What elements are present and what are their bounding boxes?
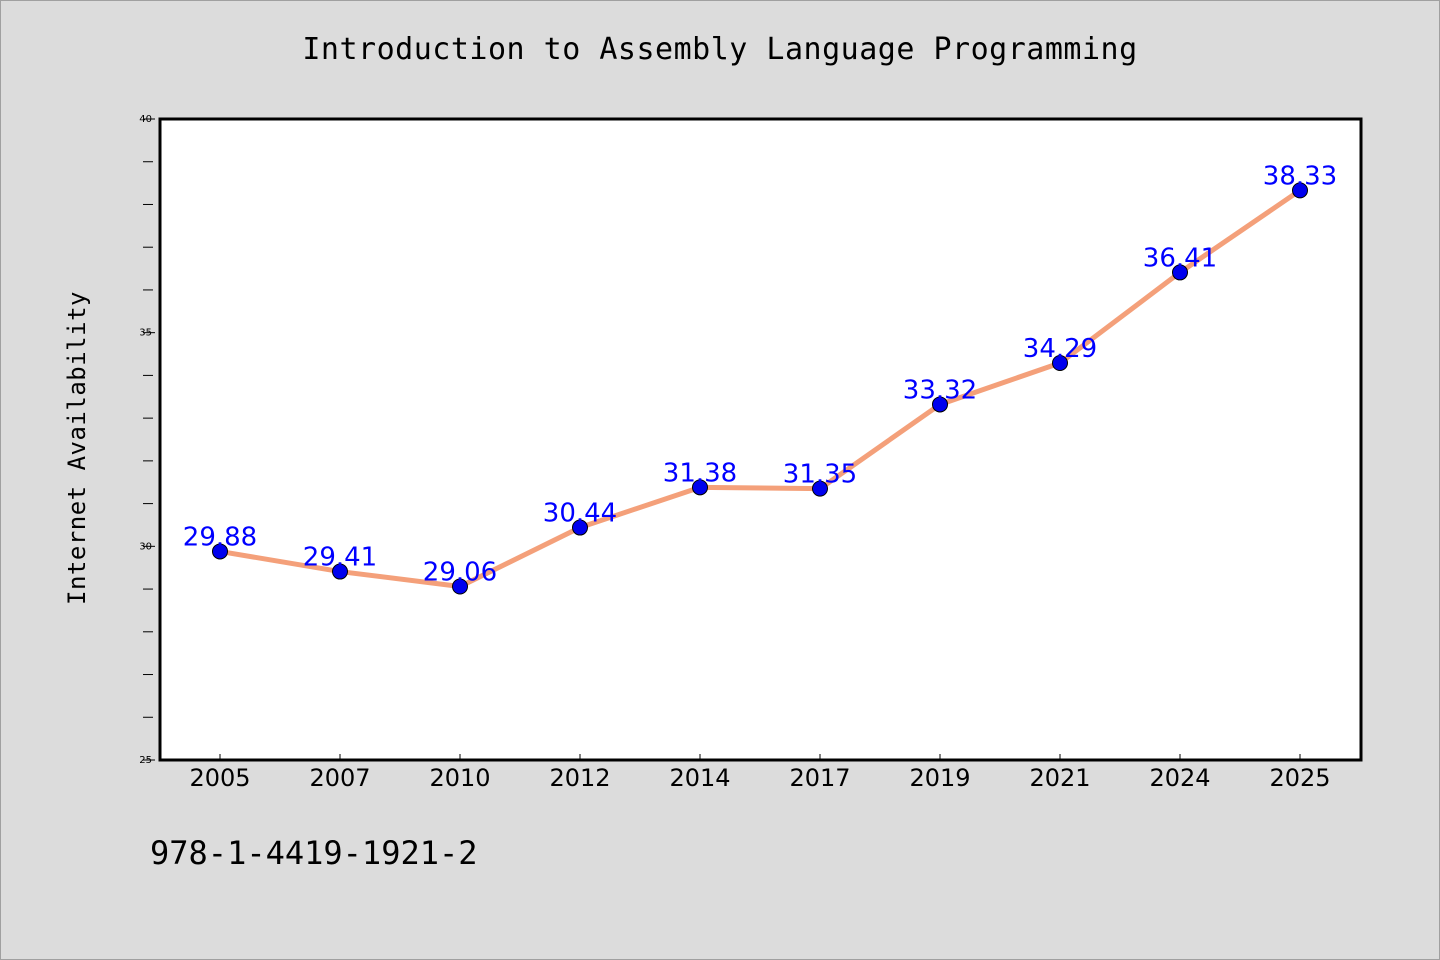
x-tick-label: 2025 — [1269, 764, 1330, 792]
x-tick-label: 2010 — [429, 764, 490, 792]
x-tick-label: 2024 — [1149, 764, 1210, 792]
plot-area — [158, 117, 1363, 762]
isbn-footer: 978-1-4419-1921-2 — [150, 834, 478, 872]
x-tick-label: 2014 — [669, 764, 730, 792]
data-point — [1052, 355, 1068, 372]
data-label: 36.41 — [1143, 243, 1217, 273]
data-point — [332, 563, 348, 580]
data-point — [692, 479, 708, 496]
data-series: 29.88 29.41 29.06 30.44 31.38 31.35 33.32 34.29… — [183, 161, 1337, 595]
x-tick-label: 2019 — [909, 764, 970, 792]
y-tick-label: 25 — [139, 755, 152, 766]
data-point — [932, 396, 948, 413]
data-label: 29.06 — [423, 558, 497, 588]
series-line — [217, 187, 1303, 590]
data-label: 29.88 — [183, 522, 257, 552]
data-point — [812, 480, 828, 497]
data-point — [1172, 264, 1188, 281]
data-label: 31.35 — [783, 460, 857, 490]
x-tick-label: 2021 — [1029, 764, 1090, 792]
x-tick-label: 2005 — [189, 764, 250, 792]
x-tick-label: 2017 — [789, 764, 850, 792]
data-point — [1292, 182, 1308, 199]
data-label: 34.29 — [1023, 334, 1097, 364]
data-point — [572, 519, 588, 536]
data-label: 38.33 — [1263, 161, 1337, 191]
data-label: 31.38 — [663, 458, 737, 488]
data-point — [212, 543, 228, 560]
chart-title: Introduction to Assembly Language Progra… — [302, 32, 1138, 67]
x-axis: 2005 2007 2010 2012 2014 2017 2019 2021 2024 2025 — [189, 754, 1331, 792]
x-tick-label: 2007 — [309, 764, 370, 792]
data-label: 29.41 — [303, 543, 377, 573]
x-tick-label: 2012 — [549, 764, 610, 792]
data-label: 30.44 — [543, 499, 617, 529]
data-point — [452, 578, 468, 595]
y-tick-label: 40 — [139, 114, 152, 125]
y-tick-label: 30 — [139, 541, 152, 552]
y-axis: 25 30 35 40 — [139, 114, 155, 766]
y-tick-label: 35 — [139, 328, 152, 339]
data-label: 33.32 — [903, 375, 977, 405]
